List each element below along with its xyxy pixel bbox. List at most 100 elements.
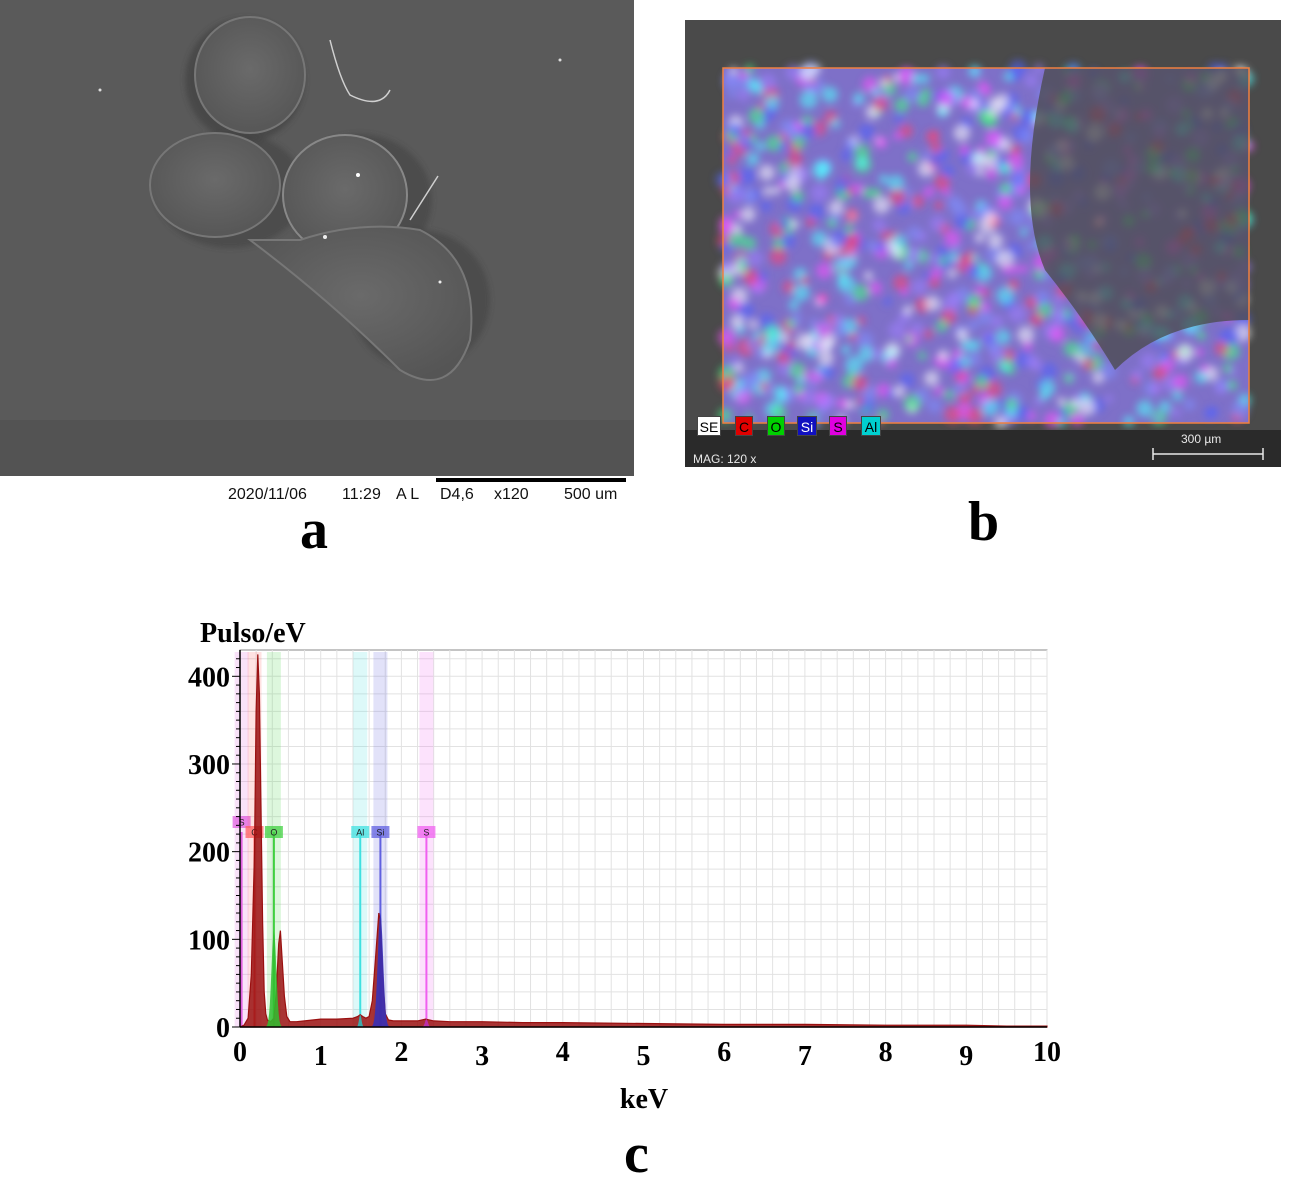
map-speckle <box>724 342 734 353</box>
map-speckle <box>875 136 888 149</box>
map-speckle <box>759 73 777 91</box>
panel-letter-a: a <box>300 499 328 561</box>
map-speckle <box>718 328 736 346</box>
map-speckle <box>966 263 981 278</box>
x-tick-label: 6 <box>717 1037 731 1068</box>
map-speckle <box>940 309 957 325</box>
map-speckle <box>1029 312 1044 327</box>
map-speckle <box>1172 374 1188 390</box>
x-tick-label: 1 <box>314 1041 328 1072</box>
map-speckle <box>830 118 841 129</box>
map-speckle <box>1009 144 1021 156</box>
map-speckle <box>779 119 798 137</box>
map-speckle <box>859 398 875 414</box>
legend-item-s: S <box>829 416 847 436</box>
map-speckle <box>1010 112 1019 121</box>
y-tick-label: 400 <box>188 662 230 693</box>
map-speckle <box>856 331 874 349</box>
map-speckle <box>1152 365 1167 381</box>
map-speckle <box>934 385 944 396</box>
map-speckle <box>1196 330 1206 341</box>
map-speckle <box>734 362 744 373</box>
peak-tag-si: Si <box>376 828 384 838</box>
panel-letter-c: c <box>624 1123 649 1185</box>
map-speckle <box>1063 341 1080 357</box>
map-speckle <box>742 268 759 286</box>
map-speckle <box>886 239 897 250</box>
map-speckle <box>853 92 865 105</box>
map-speckle <box>1008 304 1026 323</box>
x-tick-label: 7 <box>798 1041 812 1072</box>
map-speckle <box>851 375 868 392</box>
map-speckle <box>1052 306 1065 319</box>
map-speckle <box>758 313 775 329</box>
map-speckle <box>935 320 948 333</box>
map-speckle <box>878 174 889 184</box>
map-speckle <box>748 251 763 266</box>
x-tick-label: 5 <box>637 1041 651 1072</box>
map-speckle <box>776 350 791 365</box>
peak-tag-al: Al <box>356 828 364 838</box>
map-speckle <box>947 269 957 279</box>
map-speckle <box>948 252 959 262</box>
map-speckle <box>929 253 942 265</box>
map-speckle <box>734 378 744 388</box>
map-speckle <box>803 81 817 94</box>
map-speckle <box>1143 381 1159 397</box>
map-speckle <box>852 183 864 195</box>
map-speckle <box>809 318 819 328</box>
map-speckle <box>811 230 828 247</box>
peak-tag-box-s <box>417 826 436 838</box>
map-speckle <box>789 219 799 229</box>
x-axis: 0 1 2 3 4 5 6 7 8 9 10 <box>233 1026 1061 1072</box>
map-speckle <box>997 195 1013 210</box>
map-speckle <box>746 338 760 351</box>
map-speckle <box>1006 365 1016 375</box>
map-speckle <box>789 362 806 380</box>
scale-label: 500 um <box>564 486 618 503</box>
y-tick-label: 200 <box>188 838 230 869</box>
x-tick-label: 8 <box>879 1037 893 1068</box>
map-speckle <box>837 274 848 285</box>
map-speckle <box>911 322 924 335</box>
peak-markers: SCOAlSiS <box>232 652 436 1027</box>
map-speckle <box>996 329 1011 345</box>
map-speckle <box>1009 60 1027 78</box>
map-speckle <box>960 96 973 109</box>
map-speckle <box>1034 269 1045 280</box>
map-speckle <box>893 385 905 398</box>
map-speckle <box>727 89 737 99</box>
detector-setting: D4,6 <box>440 486 474 503</box>
map-speckle <box>719 221 734 236</box>
map-speckle <box>740 207 756 222</box>
map-speckle <box>854 144 870 160</box>
map-speckle <box>830 319 848 338</box>
map-speckle <box>785 176 801 192</box>
map-speckle <box>1131 369 1144 382</box>
map-speckle <box>903 394 922 413</box>
map-speckle <box>810 184 829 202</box>
map-speckle <box>1215 383 1227 394</box>
legend-item-se: SE <box>697 416 721 436</box>
map-speckle <box>944 405 962 424</box>
map-speckle <box>985 167 998 180</box>
map-speckle <box>1023 340 1033 351</box>
magnification: x120 <box>494 486 529 503</box>
map-speckle <box>996 250 1014 268</box>
map-speckle <box>899 124 914 139</box>
map-speckle <box>769 247 787 266</box>
map-speckle <box>739 70 749 80</box>
peak-tag-box-al <box>351 826 370 838</box>
map-speckle <box>870 347 884 360</box>
map-speckle <box>872 218 886 232</box>
map-speckle <box>872 96 888 112</box>
map-speckle <box>1007 152 1024 169</box>
x-tick-label: 3 <box>475 1041 489 1072</box>
map-speckle <box>1022 108 1035 121</box>
map-speckle <box>800 121 817 139</box>
map-speckle <box>753 330 762 340</box>
map-speckle <box>1044 411 1061 429</box>
map-speckle <box>1034 290 1050 306</box>
map-speckle <box>867 240 880 253</box>
map-speckle <box>904 261 913 271</box>
